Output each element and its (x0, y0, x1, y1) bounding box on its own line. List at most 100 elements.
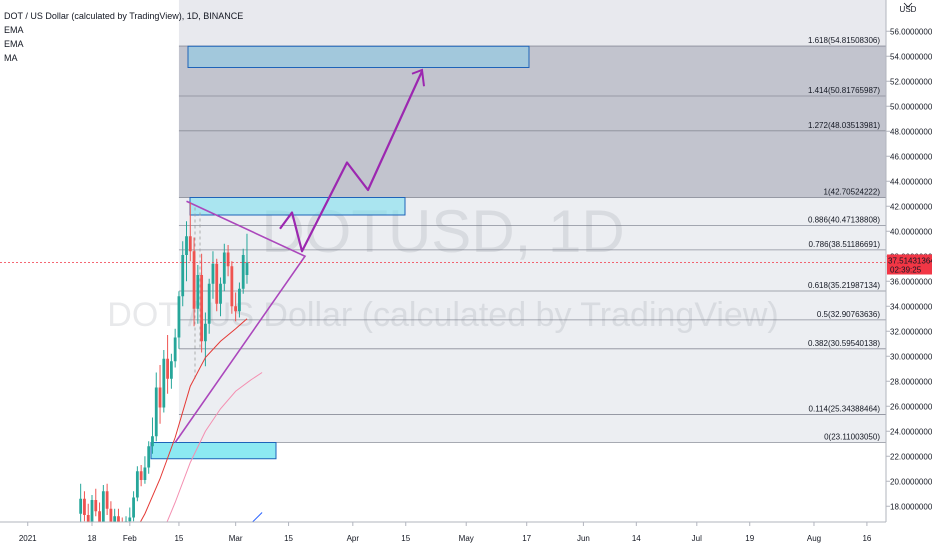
fib-level-label: 0.786(38.51186691) (809, 240, 881, 249)
candle-body-down[interactable] (166, 358, 169, 379)
price-tick-label: 42.00000000 (890, 202, 932, 211)
candle-body-down[interactable] (230, 266, 234, 307)
price-tick-label: 44.00000000 (890, 177, 932, 186)
price-tick-label: 30.00000000 (890, 352, 932, 361)
price-tick-label: 46.00000000 (890, 152, 932, 161)
candle-body-down[interactable] (86, 515, 90, 525)
time-tick-label: 15 (401, 534, 410, 543)
candle-body-down[interactable] (105, 491, 109, 509)
candle-body-up[interactable] (181, 255, 185, 297)
candle-body-down[interactable] (188, 236, 192, 252)
candle-body-up[interactable] (132, 497, 135, 518)
candle-body-up[interactable] (196, 275, 200, 309)
legend-symbol-title: DOT / US Dollar (calculated by TradingVi… (4, 11, 244, 21)
time-tick-label: Aug (807, 534, 821, 543)
price-tick-label: 22.00000000 (890, 452, 932, 461)
candle-body-up[interactable] (154, 387, 158, 437)
candle-body-up[interactable] (143, 467, 147, 481)
candle-body-down[interactable] (226, 252, 230, 267)
fib-level-label: 1.618(54.81508306) (808, 36, 880, 45)
fib-level-label: 1.272(48.03513981) (808, 121, 880, 130)
time-tick-label: Mar (229, 534, 243, 543)
fib-level-label: 1(42.70524222) (824, 187, 881, 196)
time-tick-label: 19 (745, 534, 754, 543)
candle-body-down[interactable] (200, 275, 204, 342)
price-tick-label: 50.00000000 (890, 102, 932, 111)
price-tick-label: 18.00000000 (890, 502, 932, 511)
chart-legend: DOT / US Dollar (calculated by TradingVi… (4, 9, 243, 65)
legend-ema-2[interactable]: EMA (4, 39, 24, 49)
triangle-pattern[interactable] (174, 200, 307, 443)
candle-body-up[interactable] (128, 517, 132, 522)
resistance-zone-box[interactable] (189, 197, 406, 216)
candle-body-up[interactable] (241, 255, 245, 289)
candle-body-up[interactable] (101, 491, 105, 530)
candle-body-up[interactable] (169, 361, 173, 379)
candle-body-up[interactable] (245, 262, 249, 276)
candle-body-down[interactable] (98, 511, 101, 530)
candle-body-up[interactable] (90, 500, 94, 525)
candle-body-down[interactable] (215, 263, 219, 304)
target-zone-box[interactable] (187, 45, 530, 68)
time-tick-label: Feb (123, 534, 137, 543)
price-tick-label: 34.00000000 (890, 302, 932, 311)
candle-body-up[interactable] (177, 296, 181, 338)
candle-body-down[interactable] (192, 251, 196, 309)
candle-body-up[interactable] (222, 252, 226, 284)
candle-body-down[interactable] (139, 471, 143, 480)
price-tick-label: 48.00000000 (890, 127, 932, 136)
time-tick-label: 2021 (19, 534, 37, 543)
time-tick-label: 17 (522, 534, 531, 543)
candle-body-up[interactable] (162, 358, 166, 408)
price-tick-label: 52.00000000 (890, 77, 932, 86)
candle-body-up[interactable] (219, 283, 222, 304)
fib-level-label: 1.414(50.81765987) (808, 86, 880, 95)
support-zone-box[interactable] (150, 442, 277, 460)
time-tick-label: May (459, 534, 474, 543)
candle-body-up[interactable] (151, 436, 154, 447)
time-scale-background (0, 522, 932, 550)
fib-level-label: 0.382(30.59540138) (808, 339, 880, 348)
time-tick-label: 18 (88, 534, 97, 543)
candle-body-up[interactable] (185, 236, 188, 255)
fib-level-label: 0(23.11003050) (824, 432, 880, 441)
legend-ma[interactable]: MA (4, 53, 18, 63)
legend-ema-1[interactable]: EMA (4, 25, 24, 35)
ema-line-pink[interactable] (159, 372, 263, 539)
projection-arrowhead-icon (411, 68, 425, 87)
candle-body-down[interactable] (83, 498, 86, 515)
candle-body-up[interactable] (135, 471, 139, 498)
candle-body-up[interactable] (207, 283, 211, 324)
candle-body-up[interactable] (211, 263, 215, 284)
currency-chevron-icon[interactable] (903, 2, 913, 8)
ema-line-red[interactable] (129, 318, 248, 542)
candle-body-up[interactable] (238, 288, 241, 312)
time-tick-label: 15 (284, 534, 293, 543)
candle-body-up[interactable] (204, 323, 207, 342)
candle-body-down[interactable] (94, 500, 98, 512)
price-tick-label: 54.00000000 (890, 52, 932, 61)
price-tick-label: 20.00000000 (890, 477, 932, 486)
candle-body-up[interactable] (113, 516, 117, 525)
time-tick-label: 16 (862, 534, 871, 543)
time-tick-label: 14 (632, 534, 641, 543)
candle-body-down[interactable] (234, 306, 238, 312)
time-tick-label: 15 (174, 534, 183, 543)
candle-body-up[interactable] (173, 337, 177, 362)
projection-path[interactable] (279, 70, 424, 253)
candle-body-up[interactable] (79, 498, 83, 514)
bar-countdown: 02:39:25 (890, 266, 922, 275)
price-scale-background (886, 0, 932, 550)
price-tick-label: 24.00000000 (890, 427, 932, 436)
fib-level-label: 0.5(32.90763636) (817, 310, 881, 319)
candle-body-down[interactable] (109, 508, 113, 525)
fib-extension-fill (178, 46, 886, 198)
price-scale-currency: USD (900, 5, 917, 14)
fib-level-label: 0.886(40.47138808) (808, 215, 880, 224)
time-tick-label: Jun (577, 534, 590, 543)
fib-extension-top-fill (178, 0, 886, 47)
price-tick-label: 26.00000000 (890, 402, 932, 411)
candle-body-up[interactable] (147, 446, 151, 468)
candle-body-down[interactable] (158, 387, 162, 408)
